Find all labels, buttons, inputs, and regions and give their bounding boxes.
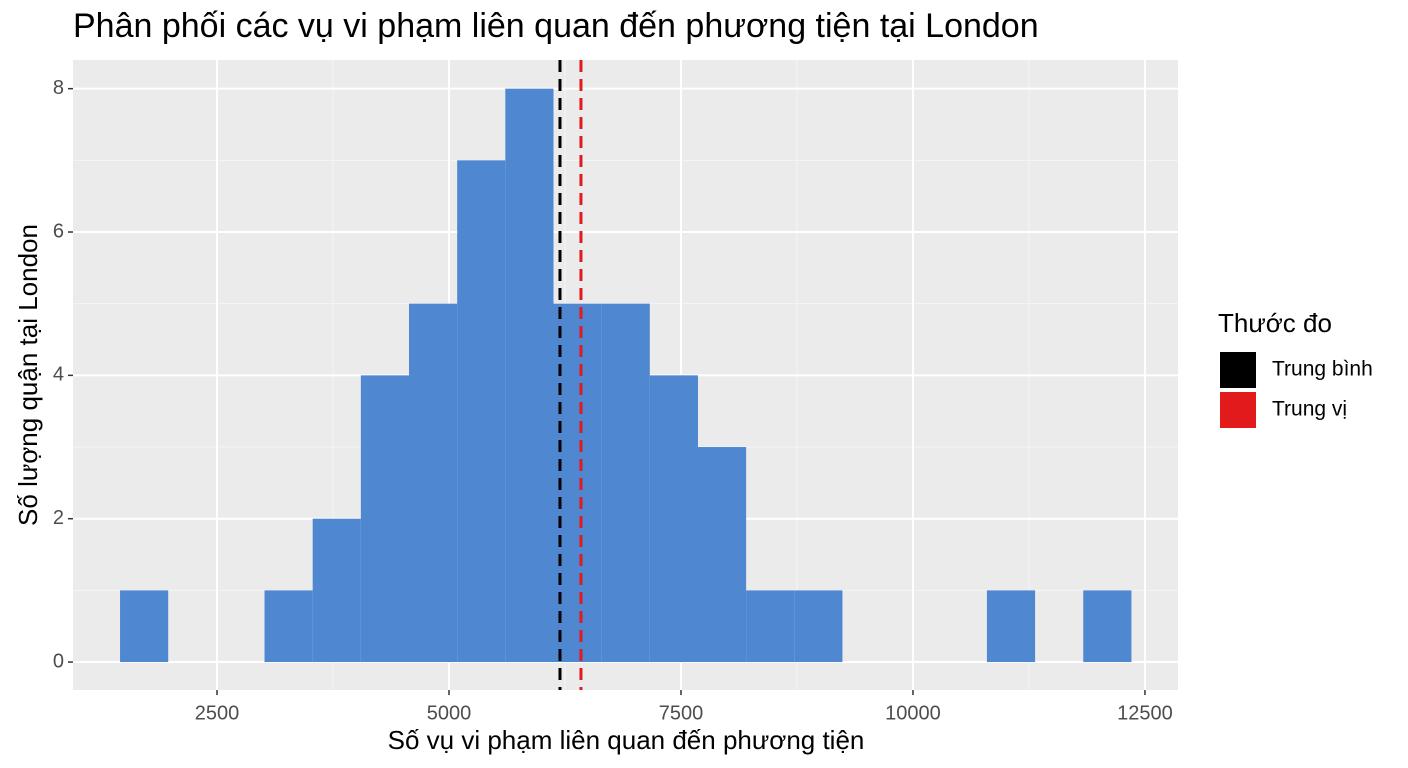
bar <box>312 518 361 663</box>
bar <box>601 303 650 663</box>
y-tick-label: 8 <box>53 77 64 99</box>
y-tick-label: 4 <box>53 364 64 386</box>
y-tick-label: 2 <box>53 507 64 529</box>
y-tick-label: 6 <box>53 220 64 242</box>
x-tick-label: 10000 <box>885 702 941 724</box>
bar <box>553 303 602 663</box>
bar <box>264 590 313 663</box>
x-axis-label: Số vụ vi phạm liên quan đến phương tiện <box>388 725 865 755</box>
y-tick-label: 0 <box>53 650 64 672</box>
legend-title: Thước đo <box>1218 308 1332 338</box>
bar <box>457 160 506 663</box>
bar <box>986 590 1036 663</box>
x-tick-label: 5000 <box>427 702 472 724</box>
chart-title: Phân phối các vụ vi phạm liên quan đến p… <box>73 7 1039 45</box>
bar <box>409 303 458 663</box>
y-axis-label: Số lượng quận tại London <box>13 224 43 526</box>
bar <box>697 447 747 663</box>
bar <box>746 590 795 663</box>
x-tick-label: 2500 <box>195 702 240 724</box>
legend-label: Trung vị <box>1272 398 1347 421</box>
x-tick-label: 7500 <box>659 702 704 724</box>
bar <box>360 375 410 663</box>
bar <box>120 590 169 663</box>
bar <box>505 88 554 663</box>
bar <box>649 375 698 663</box>
x-tick-label: 12500 <box>1117 702 1173 724</box>
legend-key <box>1220 352 1256 388</box>
legend-key <box>1220 392 1256 428</box>
bar <box>1083 590 1132 663</box>
bar <box>794 590 843 663</box>
legend-label: Trung bình <box>1272 358 1373 381</box>
